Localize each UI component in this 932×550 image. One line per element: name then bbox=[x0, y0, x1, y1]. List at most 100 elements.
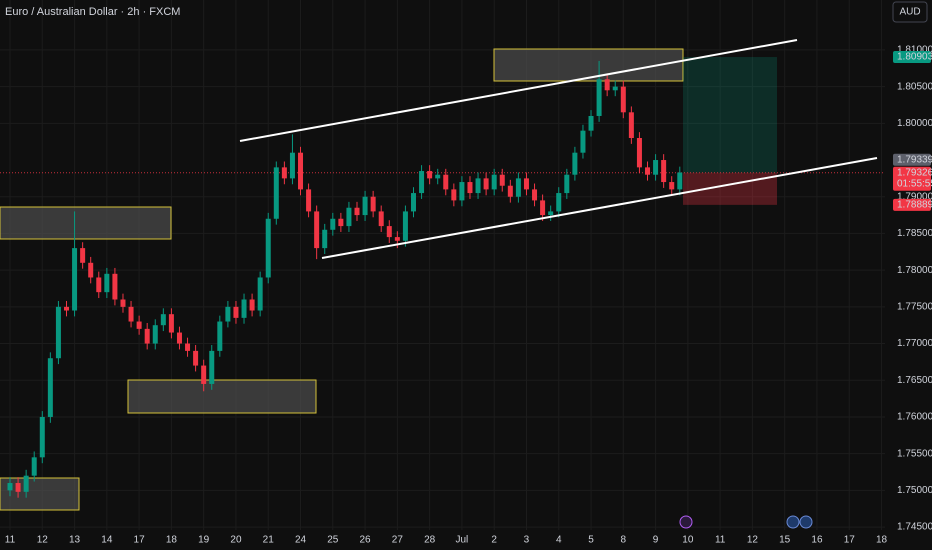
candle-body bbox=[443, 174, 449, 190]
candle-body bbox=[628, 112, 634, 139]
y-tick-label: 1.75500 bbox=[897, 448, 932, 459]
y-tick-label: 1.76500 bbox=[897, 375, 932, 386]
candle-body bbox=[120, 299, 126, 307]
candle-body bbox=[532, 189, 538, 201]
candle-body bbox=[39, 416, 45, 458]
candle-body bbox=[459, 182, 465, 201]
candle-body bbox=[378, 211, 384, 227]
candle-body bbox=[72, 248, 78, 311]
price-tag bbox=[893, 198, 931, 211]
candle-body bbox=[410, 193, 416, 212]
candle-body bbox=[451, 189, 457, 201]
candle-body bbox=[564, 174, 570, 194]
candle-body bbox=[47, 358, 53, 417]
candle-body bbox=[604, 79, 610, 91]
candle-body bbox=[338, 218, 344, 227]
zone bbox=[0, 206, 172, 240]
price-axis bbox=[885, 0, 932, 550]
candle-body bbox=[645, 167, 651, 175]
candle-body bbox=[419, 171, 425, 194]
y-tick-label: 1.80000 bbox=[897, 118, 932, 129]
x-tick-label: 2 bbox=[491, 535, 497, 546]
candle-body bbox=[386, 226, 392, 238]
axis-labels: 1.81000 1.80500 1.80000 1.79000 1.78500 1.780… bbox=[5, 45, 932, 546]
candle-body bbox=[88, 262, 94, 278]
x-tick-label: 17 bbox=[844, 535, 856, 546]
x-tick-label: 11 bbox=[5, 535, 16, 546]
candle-body bbox=[209, 350, 215, 384]
y-tick-label: 1.76000 bbox=[897, 412, 932, 423]
y-tick-label: 1.77000 bbox=[897, 338, 932, 349]
candle-body bbox=[483, 178, 489, 190]
x-tick-label: 12 bbox=[747, 535, 759, 546]
currency-label[interactable]: AUD bbox=[899, 7, 920, 18]
candle-body bbox=[7, 483, 13, 491]
event-icon[interactable] bbox=[679, 515, 693, 529]
candle-body bbox=[580, 130, 586, 153]
event-icon[interactable] bbox=[799, 515, 813, 529]
candle-body bbox=[499, 174, 505, 186]
candle-body bbox=[523, 178, 529, 190]
candle-body bbox=[225, 306, 231, 322]
candle-body bbox=[265, 218, 271, 278]
candle-body bbox=[507, 185, 513, 197]
candle-body bbox=[548, 211, 554, 216]
price-tag-label: 1.79326 bbox=[897, 167, 932, 178]
candle-body bbox=[346, 207, 352, 227]
candle-body bbox=[661, 160, 667, 183]
x-tick-label: Jul bbox=[456, 535, 469, 546]
x-tick-label: 15 bbox=[779, 535, 791, 546]
candle-body bbox=[289, 152, 295, 179]
y-tick-label: 1.79000 bbox=[897, 191, 932, 202]
x-tick-label: 27 bbox=[392, 535, 404, 546]
candle-body bbox=[55, 306, 61, 359]
y-tick-label: 1.80500 bbox=[897, 81, 932, 92]
candle-body bbox=[298, 152, 304, 190]
price-tag bbox=[893, 166, 931, 191]
price-tag-label: 1.78889 bbox=[897, 200, 932, 211]
currency-button[interactable] bbox=[892, 1, 928, 23]
x-tick-label: 12 bbox=[37, 535, 49, 546]
x-tick-label: 9 bbox=[653, 535, 659, 546]
channel-line bbox=[321, 157, 878, 259]
candle-body bbox=[467, 182, 473, 194]
event-icon[interactable] bbox=[786, 515, 800, 529]
x-tick-label: 28 bbox=[424, 535, 436, 546]
candle-body bbox=[588, 115, 594, 131]
profit-zone bbox=[683, 57, 777, 173]
candle-body bbox=[80, 248, 86, 263]
candle-body bbox=[241, 299, 247, 318]
candle-body bbox=[136, 321, 142, 329]
x-tick-label: 25 bbox=[327, 535, 339, 546]
candles bbox=[7, 60, 683, 498]
candle-body bbox=[330, 218, 336, 230]
price-tag-label: 1.80903 bbox=[897, 52, 932, 63]
candle-body bbox=[394, 237, 400, 241]
candle-body bbox=[193, 350, 199, 366]
x-tick-label: 3 bbox=[524, 535, 530, 546]
candle-body bbox=[63, 306, 69, 311]
y-tick-label: 1.75000 bbox=[897, 485, 932, 496]
candle-body bbox=[612, 86, 618, 91]
candle-body bbox=[96, 277, 102, 293]
candle-body bbox=[475, 178, 481, 194]
y-tick-label: 1.78500 bbox=[897, 228, 932, 239]
zone bbox=[0, 477, 80, 511]
candle-body bbox=[15, 483, 21, 492]
candle-body bbox=[217, 321, 223, 351]
chart-title: Euro / Australian Dollar · 2h · FXCM bbox=[5, 6, 180, 18]
y-tick-label: 1.78000 bbox=[897, 265, 932, 276]
position bbox=[0, 57, 885, 205]
candle-body bbox=[402, 211, 408, 241]
candle-body bbox=[556, 193, 562, 212]
candle-body bbox=[572, 152, 578, 175]
candle-body bbox=[370, 196, 376, 212]
channel-line bbox=[239, 39, 798, 142]
x-tick-label: 4 bbox=[556, 535, 562, 546]
x-tick-label: 16 bbox=[811, 535, 823, 546]
x-tick-label: 24 bbox=[295, 535, 307, 546]
x-tick-label: 18 bbox=[166, 535, 178, 546]
candle-body bbox=[354, 207, 360, 216]
price-tag bbox=[893, 51, 931, 64]
